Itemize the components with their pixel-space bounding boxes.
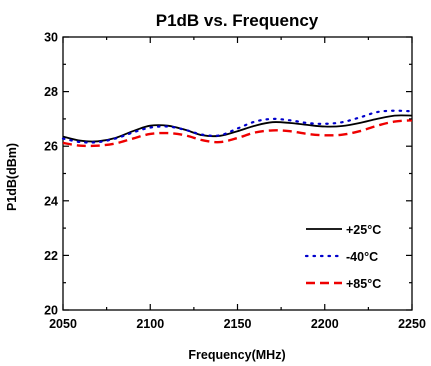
- plot-area-border: [62, 36, 413, 311]
- x-axis-label: Frequency(MHz): [188, 348, 285, 362]
- x-tick-label: 2150: [224, 317, 252, 331]
- legend-label-2: +85°C: [346, 277, 381, 291]
- y-tick-label: 28: [44, 85, 58, 99]
- legend: +25°C -40°C +85°C: [304, 223, 381, 291]
- legend-label-1: -40°C: [346, 250, 378, 264]
- series-line-1: [61, 109, 414, 144]
- plot-frame: [62, 36, 413, 311]
- chart-title: P1dB vs. Frequency: [156, 11, 319, 30]
- y-tick-label: 26: [44, 140, 58, 154]
- series-lines: [61, 109, 414, 148]
- series-line-0: [62, 114, 413, 143]
- y-tick-label: 30: [44, 31, 58, 45]
- legend-label-0: +25°C: [346, 223, 381, 237]
- y-tick-label: 24: [44, 194, 58, 208]
- y-tick-label: 22: [44, 249, 58, 263]
- y-axis-label: P1dB(dBm): [5, 143, 19, 211]
- series-line-2: [62, 119, 413, 148]
- y-tick-label: 20: [44, 304, 58, 318]
- x-tick-label: 2100: [136, 317, 164, 331]
- x-tick-label: 2050: [49, 317, 77, 331]
- x-tick-label: 2250: [398, 317, 426, 331]
- axis-ticks: 2050 2100 2150 2200 2250 20 22 24 26 28 30: [44, 31, 426, 332]
- x-tick-label: 2200: [311, 317, 339, 331]
